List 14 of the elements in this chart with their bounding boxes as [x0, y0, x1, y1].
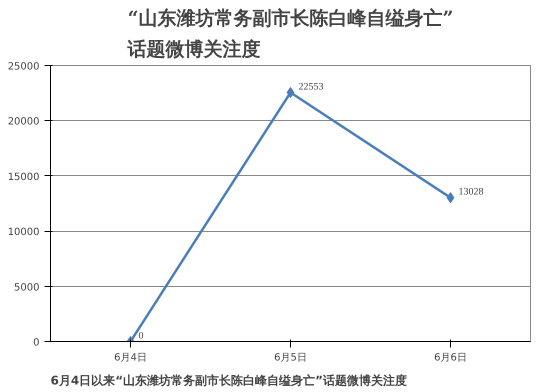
chart-title: “山东潍坊常务副市长陈白峰自缢身亡” 话题微博关注度 [126, 8, 454, 60]
y-tick-label: 25000 [8, 62, 40, 72]
x-tick-label: 6月4日 [114, 352, 147, 364]
text: 6月4日以来“山东潍坊常务副市长陈白峰自缢身亡”话题微博关注度 [50, 374, 407, 388]
data-label: 22553 [298, 82, 324, 93]
y-tick-label: 5000 [14, 282, 40, 294]
data-label: 0 [138, 330, 144, 342]
data-label: 13028 [458, 186, 484, 198]
y-tick-label: 20000 [8, 116, 40, 128]
y-tick-label: 0 [33, 338, 40, 348]
x-tick-label: 6月6日 [434, 352, 467, 364]
y-tick-label: 15000 [8, 172, 40, 183]
x-tick-label: 6月5日 [274, 352, 307, 364]
y-tick-label: 10000 [8, 227, 40, 238]
